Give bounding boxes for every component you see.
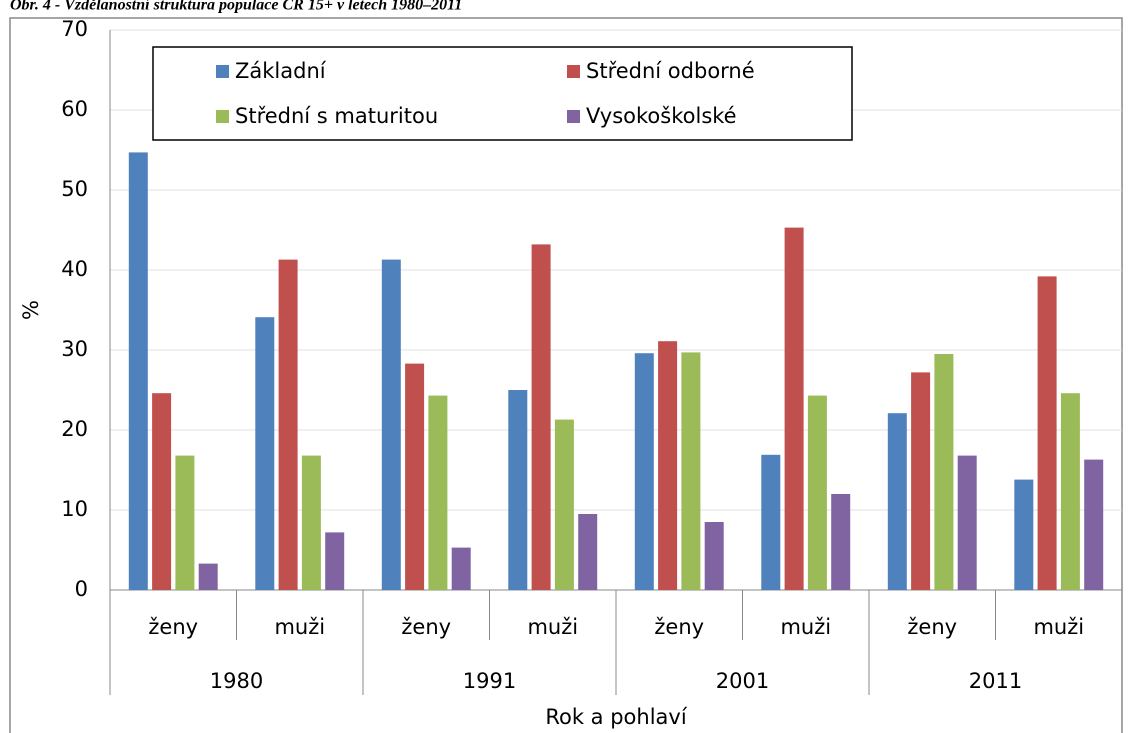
group-label: 1991 xyxy=(463,669,516,693)
bar xyxy=(784,227,804,590)
legend-box xyxy=(152,46,853,141)
x-axis-label: Rok a pohlaví xyxy=(545,705,687,729)
x-tick-label: ženy xyxy=(148,615,198,639)
y-tick-label: 70 xyxy=(61,17,88,41)
y-axis-label: % xyxy=(19,300,43,320)
bar xyxy=(887,413,907,590)
bar xyxy=(428,395,448,590)
y-tick-label: 40 xyxy=(61,257,88,281)
x-tick-label: ženy xyxy=(654,615,704,639)
x-tick-label: muži xyxy=(527,615,578,639)
bar xyxy=(198,563,218,590)
y-tick-label: 0 xyxy=(75,577,88,601)
bar xyxy=(451,547,471,590)
bar xyxy=(554,419,574,590)
bar xyxy=(1060,393,1080,590)
legend-swatch xyxy=(216,110,229,123)
legend-swatch xyxy=(567,110,580,123)
bar xyxy=(1037,276,1057,590)
bar xyxy=(175,455,195,590)
y-tick-label: 60 xyxy=(61,97,88,121)
x-tick-label: muži xyxy=(274,615,325,639)
x-tick-label: ženy xyxy=(401,615,451,639)
bar xyxy=(508,390,528,590)
y-tick-label: 20 xyxy=(61,417,88,441)
legend-label: Základní xyxy=(235,59,327,83)
bar xyxy=(381,259,401,590)
chart-border xyxy=(9,17,1123,733)
bar xyxy=(1014,479,1034,590)
bar xyxy=(405,363,425,590)
bar xyxy=(325,532,345,590)
chart-title: Obr. 4 - Vzdělanostní struktura populace… xyxy=(10,0,462,14)
bar xyxy=(578,514,598,590)
legend-label: Vysokoškolské xyxy=(586,104,737,128)
legend-label: Střední odborné xyxy=(586,59,755,83)
bar xyxy=(658,341,678,590)
y-tick-label: 50 xyxy=(61,177,88,201)
x-tick-label: muži xyxy=(780,615,831,639)
bar xyxy=(301,455,321,590)
legend-swatch xyxy=(567,65,580,78)
bar xyxy=(957,455,977,590)
bar xyxy=(1084,459,1104,590)
bar xyxy=(531,244,551,590)
group-label: 1980 xyxy=(210,669,263,693)
bar xyxy=(831,494,851,590)
x-tick-label: ženy xyxy=(907,615,957,639)
bar xyxy=(704,522,724,590)
bar xyxy=(278,259,298,590)
bar xyxy=(634,353,654,590)
bar xyxy=(934,354,954,590)
bar xyxy=(681,352,701,590)
bar xyxy=(128,152,148,590)
bar xyxy=(255,317,275,590)
group-label: 2001 xyxy=(716,669,769,693)
bar xyxy=(807,395,827,590)
legend-swatch xyxy=(216,65,229,78)
legend-label: Střední s maturitou xyxy=(235,104,438,128)
bar xyxy=(761,454,781,590)
x-tick-label: muži xyxy=(1033,615,1084,639)
y-tick-label: 10 xyxy=(61,497,88,521)
bar xyxy=(152,393,172,590)
group-label: 2011 xyxy=(969,669,1022,693)
y-tick-label: 30 xyxy=(61,337,88,361)
bar xyxy=(911,372,931,590)
